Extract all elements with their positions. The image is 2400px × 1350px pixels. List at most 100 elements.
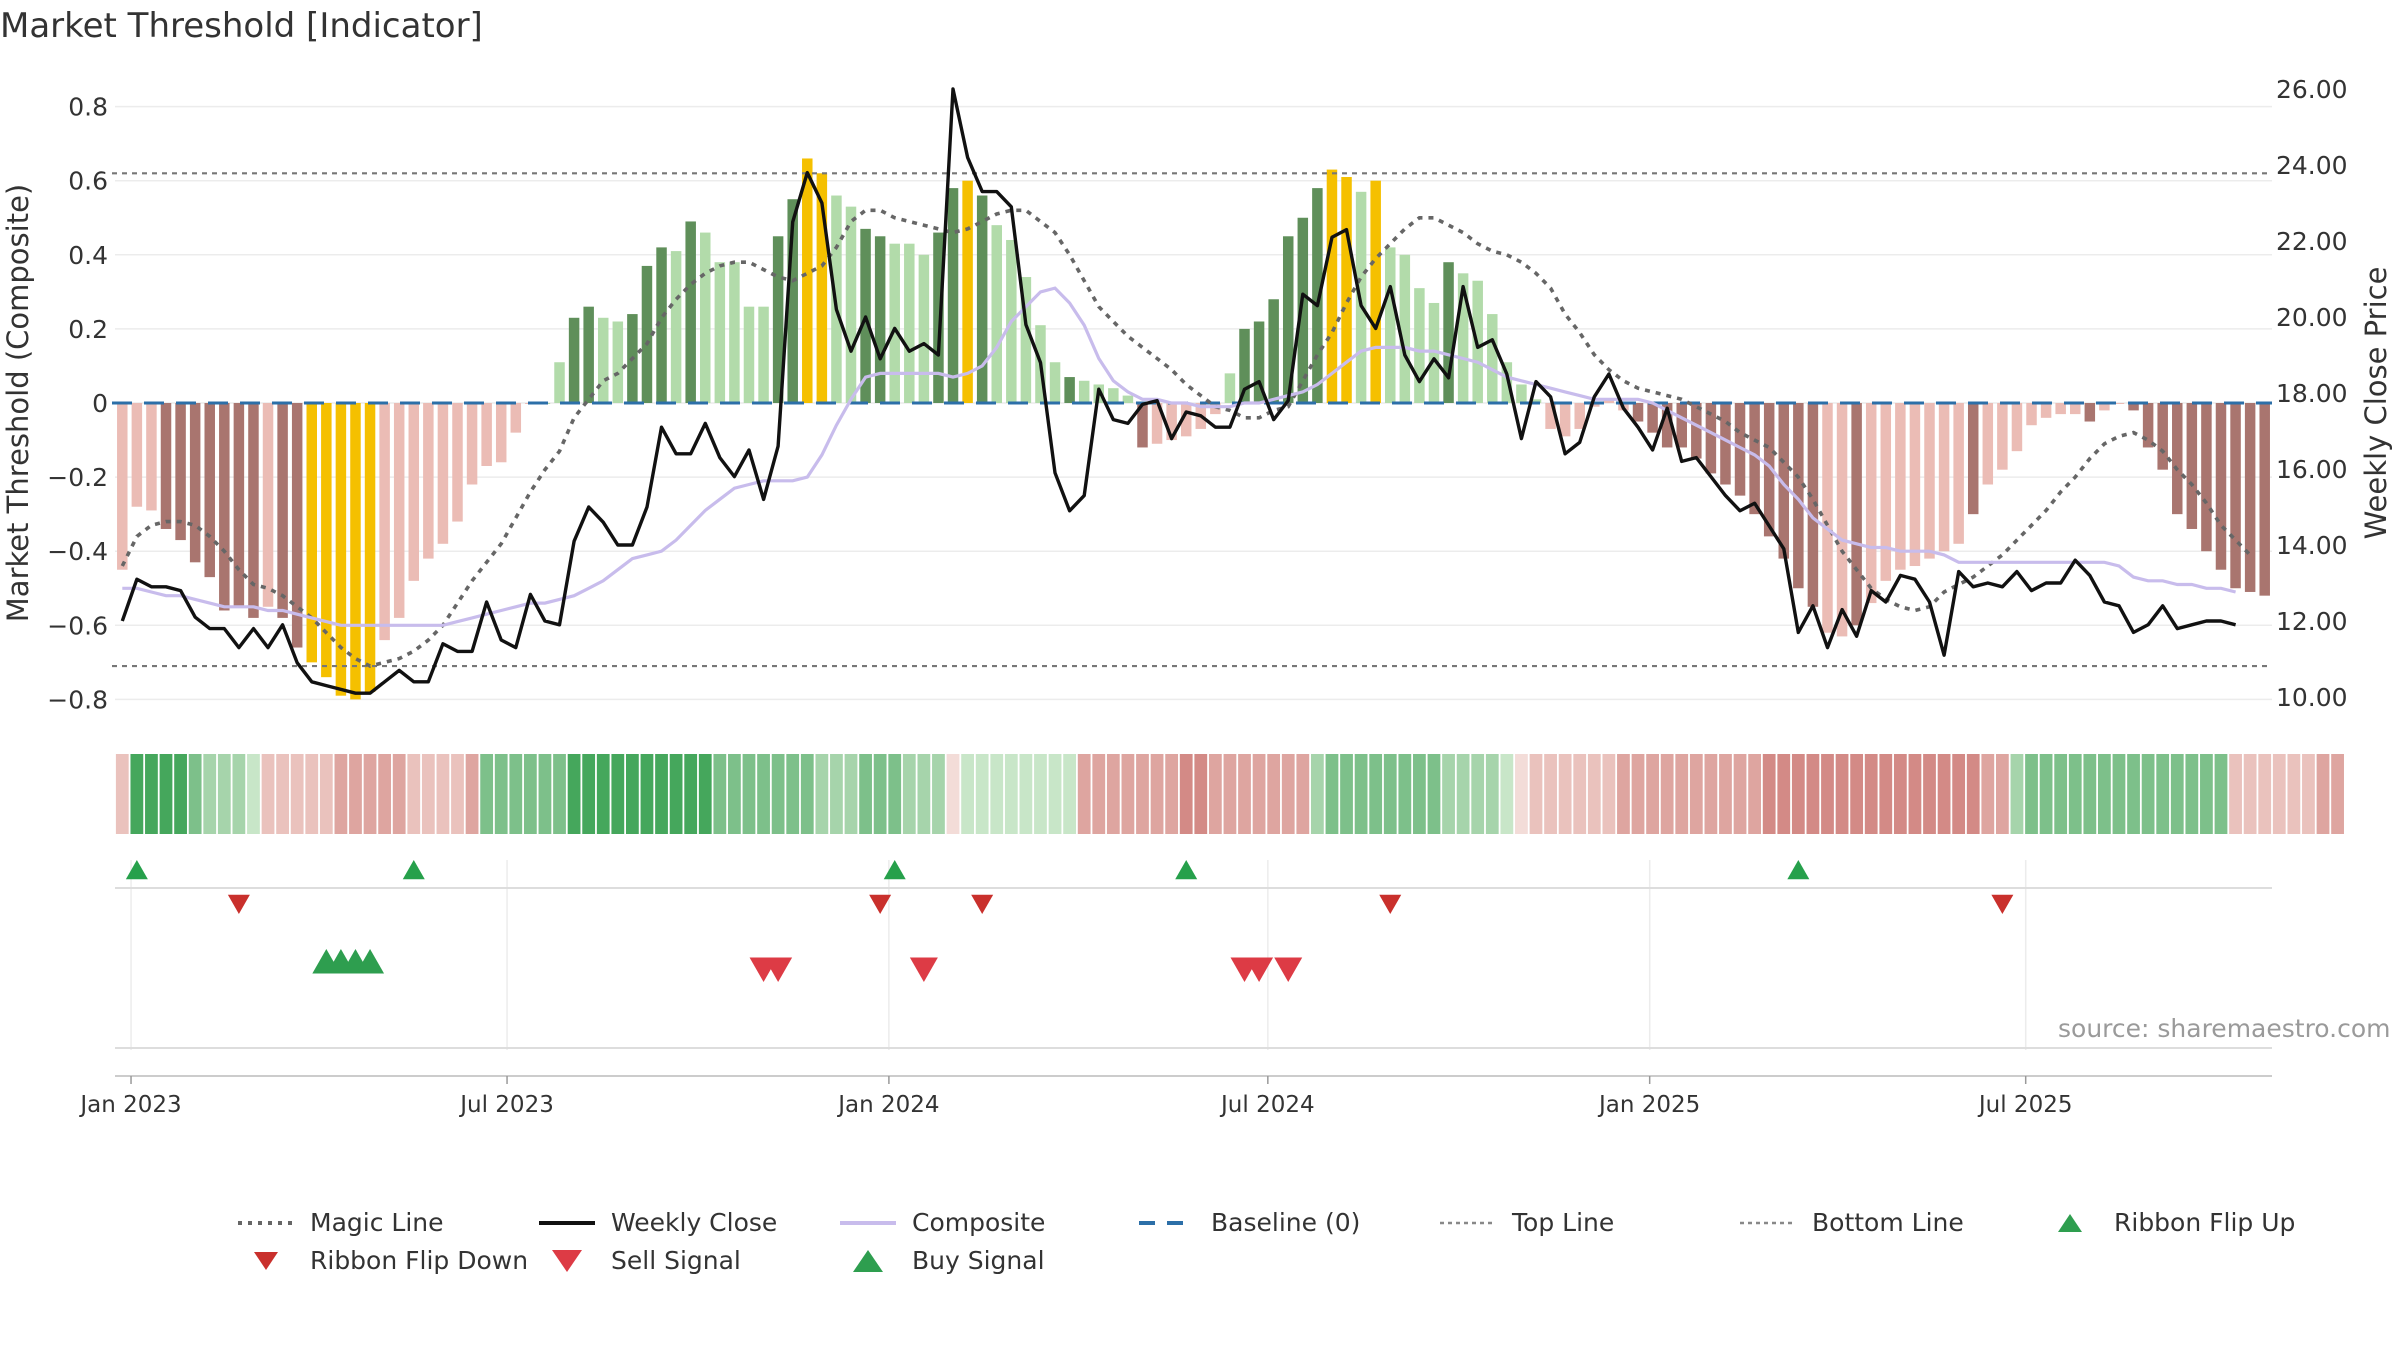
ribbon-cell <box>1267 754 1281 834</box>
y-tick-label: 0.2 <box>68 315 108 344</box>
histogram-bar <box>1370 180 1381 403</box>
ribbon-cell <box>990 754 1004 834</box>
histogram-bar <box>2142 403 2154 448</box>
ribbon-cell <box>815 754 829 834</box>
ribbon-cell <box>1675 754 1689 834</box>
histogram-bar <box>146 403 157 511</box>
y2-tick-label: 14.00 <box>2276 531 2348 560</box>
histogram-bar <box>2128 403 2139 411</box>
ribbon-cell <box>1456 754 1470 834</box>
histogram-bar <box>583 306 594 403</box>
x-tick-label: Jan 2023 <box>78 1092 181 1118</box>
histogram-bar <box>597 317 609 403</box>
histogram-bar <box>423 403 434 559</box>
histogram-bar <box>933 232 944 403</box>
histogram-bar <box>204 403 215 578</box>
histogram-bar <box>1705 403 1717 474</box>
histogram-bar <box>1589 403 1600 407</box>
ribbon-cell <box>742 754 756 834</box>
ribbon-cell <box>713 754 727 834</box>
ribbon-cell <box>232 754 246 834</box>
ribbon-cell <box>334 754 348 834</box>
ribbon-cell <box>436 754 450 834</box>
ribbon-cell <box>1383 754 1397 834</box>
ribbon-cell <box>1413 754 1426 834</box>
y2-tick-label: 18.00 <box>2276 379 2348 408</box>
ribbon-cell <box>349 754 362 834</box>
ribbon-cell <box>2302 754 2315 834</box>
y-tick-label: −0.8 <box>47 685 108 714</box>
histogram-bar <box>1647 403 1658 433</box>
ribbon-cell <box>1179 754 1193 834</box>
histogram-bar <box>291 403 303 648</box>
ribbon-flip-up-marker <box>1787 860 1810 880</box>
histogram-bar <box>1428 302 1440 403</box>
histogram-bar <box>379 403 390 641</box>
ribbon-cell <box>567 754 581 834</box>
ribbon-cell <box>188 754 202 834</box>
histogram-bar <box>2259 403 2270 596</box>
ribbon-cell <box>2331 754 2344 834</box>
histogram-bar <box>1530 399 1542 403</box>
histogram-bar <box>2157 403 2168 470</box>
ribbon-cell <box>1879 754 1893 834</box>
ribbon-cell <box>1296 754 1310 834</box>
histogram-bar <box>160 403 172 529</box>
ribbon-cell <box>932 754 945 834</box>
ribbon-cell <box>1208 754 1222 834</box>
ribbon-cell <box>1529 754 1543 834</box>
ribbon-cell <box>1806 754 1820 834</box>
ribbon-cell <box>2025 754 2038 834</box>
x-tick-label: Jan 2025 <box>1597 1092 1700 1118</box>
ribbon-cell <box>698 754 712 834</box>
ribbon-cell <box>421 754 435 834</box>
histogram-bar <box>1953 403 1964 544</box>
ribbon-flip-up-marker <box>125 860 148 880</box>
ribbon-cell <box>1952 754 1966 834</box>
histogram-bar <box>1851 403 1862 626</box>
histogram-bar <box>393 403 405 618</box>
histogram-bar <box>1865 403 1877 604</box>
histogram-bar <box>248 403 259 618</box>
ribbon-cell <box>1019 754 1033 834</box>
ribbon-cell <box>2287 754 2301 834</box>
ribbon-cell <box>1893 754 1907 834</box>
histogram-bar <box>729 262 740 403</box>
ribbon-cell <box>2010 754 2024 834</box>
ribbon-cell <box>1077 754 1091 834</box>
ribbon-cell <box>523 754 537 834</box>
weekly-close-line <box>120 87 2237 695</box>
ribbon-cell <box>757 754 770 834</box>
ribbon-cell <box>1937 754 1951 834</box>
ribbon-cell <box>786 754 800 834</box>
histogram-bar <box>437 403 449 544</box>
histogram-bar <box>1574 403 1585 429</box>
y-tick-label: 0.4 <box>68 241 108 270</box>
histogram-bar <box>1938 403 1950 552</box>
histogram-bar <box>1763 403 1775 537</box>
ribbon-cell <box>2272 754 2286 834</box>
histogram-bar <box>700 232 711 403</box>
histogram-bar <box>1180 403 1192 437</box>
ribbon-cell <box>319 754 333 834</box>
histogram-bar <box>1224 373 1236 403</box>
histogram-bar <box>2186 403 2198 529</box>
ribbon-cell <box>1966 754 1980 834</box>
histogram-bar <box>1793 403 1804 589</box>
histogram-bar <box>1064 377 1075 403</box>
series-lines <box>120 87 2252 695</box>
ribbon-cell <box>728 754 741 834</box>
x-tick-label: Jan 2024 <box>836 1092 939 1118</box>
ribbon-cell <box>1660 754 1674 834</box>
ribbon-cell <box>1471 754 1485 834</box>
histogram-bar <box>787 199 798 403</box>
ribbon-cell <box>392 754 406 834</box>
ribbon-cell <box>1354 754 1368 834</box>
histogram-bar <box>670 251 682 403</box>
ribbon-cell <box>961 754 974 834</box>
histogram-bar <box>1312 188 1323 403</box>
ribbon-cell <box>1835 754 1849 834</box>
ribbon-flip-down-marker <box>869 894 892 914</box>
ribbon-cell <box>1923 754 1936 834</box>
x-tick-label: Jul 2023 <box>458 1092 554 1118</box>
